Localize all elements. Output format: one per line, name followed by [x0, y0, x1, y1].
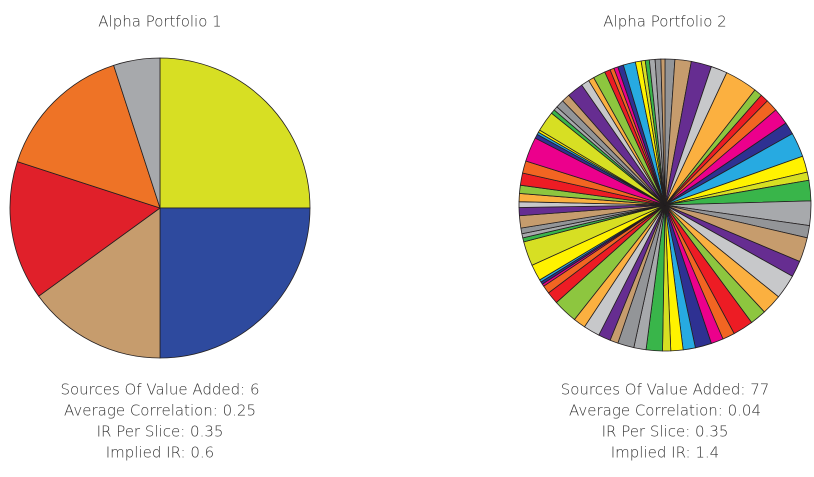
pie-slice: [113, 57, 161, 209]
pie-slice: [159, 57, 311, 209]
pie-slice: [38, 207, 161, 359]
stat-line: Average Correlation: 0.25: [64, 402, 256, 420]
pie-title: Alpha Portfolio 2: [603, 13, 726, 31]
pie-slice: [9, 161, 161, 297]
stat-line: Implied IR: 0.6: [106, 444, 214, 462]
stat-line: Sources Of Value Added: 77: [561, 381, 770, 399]
pie-title: Alpha Portfolio 1: [98, 13, 221, 31]
stat-line: Implied IR: 1.4: [611, 444, 719, 462]
pie-slice: [660, 58, 666, 206]
stat-line: Sources Of Value Added: 6: [60, 381, 259, 399]
stat-line: IR Per Slice: 0.35: [97, 423, 224, 441]
stat-line: Average Correlation: 0.04: [569, 402, 761, 420]
stat-line: IR Per Slice: 0.35: [602, 423, 729, 441]
pie-slice: [159, 207, 311, 359]
pie-slice: [16, 64, 161, 209]
